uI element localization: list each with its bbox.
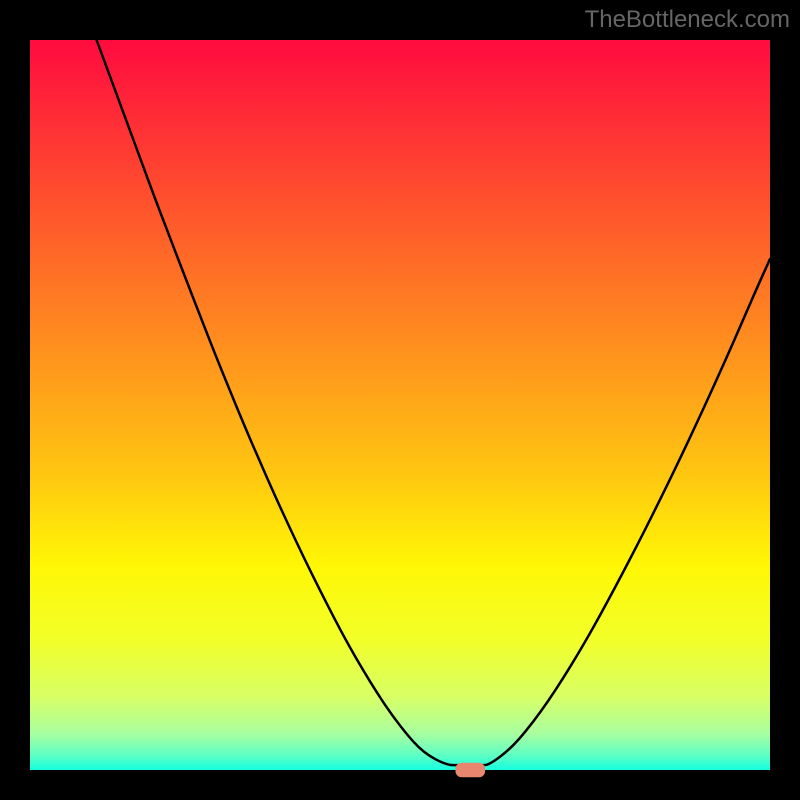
chart-svg — [0, 0, 800, 800]
optimal-marker — [456, 763, 486, 778]
watermark-label: TheBottleneck.com — [585, 6, 790, 34]
bottleneck-chart: TheBottleneck.com — [0, 0, 800, 800]
